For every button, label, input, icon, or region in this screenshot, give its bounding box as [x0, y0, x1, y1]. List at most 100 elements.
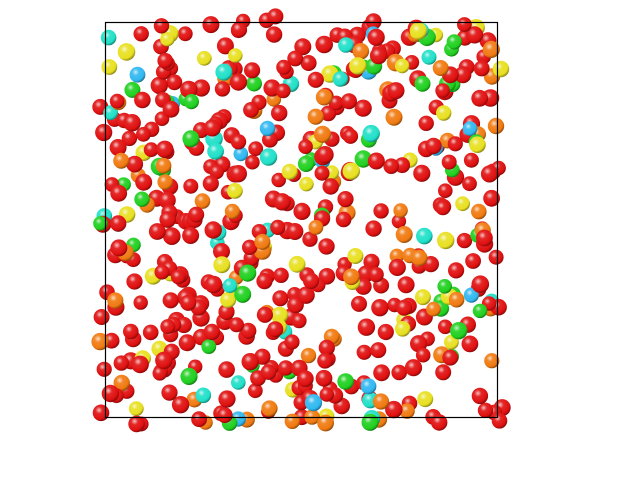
particle-orange [113, 374, 130, 392]
particle-red [368, 266, 384, 283]
particle-red [438, 183, 453, 198]
particle-yellow [281, 163, 298, 180]
particle-red [457, 17, 472, 32]
particle-red [441, 154, 457, 170]
particle-red [272, 290, 289, 307]
particle-yellow [117, 43, 136, 61]
particle-red [318, 339, 335, 356]
particle-green [450, 322, 468, 340]
particle-red [371, 299, 389, 317]
particle-orange [399, 403, 415, 419]
particle-red [218, 303, 235, 320]
particle-orange [317, 414, 334, 432]
particle-red [123, 114, 141, 132]
particle-red [128, 415, 145, 433]
particle-red [154, 264, 170, 280]
particle-cyan [100, 29, 117, 46]
particle-red [159, 211, 176, 228]
particle-red [162, 100, 180, 118]
particle-red [357, 318, 376, 336]
particle-orange [352, 43, 370, 60]
particle-red [448, 262, 465, 279]
particle-red [267, 8, 284, 25]
particle-lightblue [462, 121, 478, 136]
particle-red [229, 165, 247, 183]
particle-red [275, 83, 291, 99]
particle-red [131, 355, 149, 374]
particle-red [133, 295, 148, 310]
particle-red [271, 172, 287, 188]
particle-red [204, 221, 222, 239]
particle-red [471, 387, 489, 405]
particle-red [276, 59, 292, 75]
particle-red [298, 139, 313, 154]
particle-red [341, 93, 357, 110]
particle-red [273, 267, 289, 283]
particle-red [170, 269, 186, 285]
particle-red [388, 258, 406, 276]
particle-red [160, 319, 176, 335]
particle-red [143, 142, 159, 158]
particle-green [93, 216, 108, 231]
particle-red [110, 215, 127, 232]
particle-cyan [332, 71, 348, 87]
particle-red [240, 322, 257, 339]
particle-red [148, 223, 166, 240]
particle-red [328, 95, 344, 111]
particle-red [157, 52, 173, 69]
particle-green [361, 413, 379, 431]
particle-orange [484, 353, 500, 369]
particle-red [431, 414, 448, 431]
particle-red [214, 81, 231, 97]
particle-red [435, 364, 452, 381]
particle-red [354, 99, 372, 117]
particle-red [335, 211, 352, 228]
particle-yellow [436, 105, 452, 121]
particle-orange [307, 108, 324, 125]
particle-red [454, 66, 472, 84]
particle-red [396, 299, 413, 316]
particle-green [354, 150, 372, 168]
particle-red [480, 165, 499, 183]
particle-red [216, 407, 233, 424]
particle-yellow [409, 22, 428, 40]
particle-red [229, 73, 248, 91]
particle-orange [411, 249, 428, 266]
particle-green [446, 34, 462, 50]
particle-red [391, 214, 407, 229]
particle-red [413, 164, 431, 182]
particle-red [178, 334, 196, 352]
particle-orange [448, 291, 465, 308]
particle-yellow [196, 50, 212, 66]
particle-red [286, 223, 304, 240]
particle-lightblue [233, 146, 249, 162]
particle-red [271, 104, 288, 122]
particle-red [218, 390, 236, 408]
particle-red [316, 146, 334, 164]
particle-red [477, 402, 494, 418]
particle-red [110, 184, 128, 202]
particle-orange [487, 117, 505, 135]
particle-red [356, 344, 372, 360]
particle-red [136, 126, 151, 142]
particle-orange [313, 125, 332, 143]
particle-yellow [160, 32, 175, 47]
particle-red [456, 232, 473, 249]
particle-red [473, 60, 490, 77]
particle-orange [343, 268, 360, 286]
particle-red [133, 26, 149, 42]
particle-orange [224, 203, 240, 219]
particle-red [183, 178, 199, 194]
particle-orange [372, 393, 390, 410]
particle-red [188, 206, 205, 223]
particle-yellow [228, 48, 243, 63]
particle-cyan [362, 124, 380, 143]
particle-red [209, 164, 224, 180]
particle-red [242, 239, 258, 255]
particle-yellow [394, 321, 411, 337]
particle-red [92, 404, 110, 422]
particle-red [322, 178, 339, 195]
particle-yellow [227, 183, 243, 199]
particle-red [245, 154, 260, 170]
particle-red [337, 191, 354, 208]
